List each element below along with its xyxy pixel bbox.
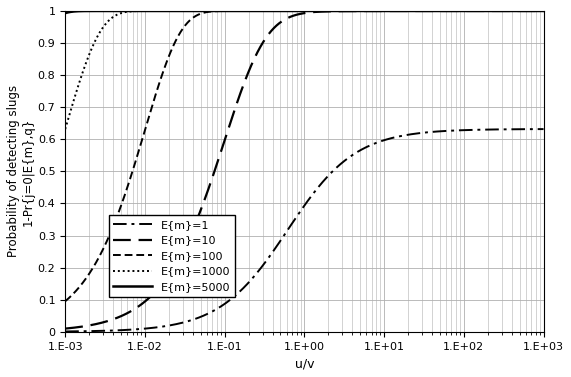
E{m}=5000	[526, 9, 533, 13]
E{m}=1	[295, 213, 301, 217]
E{m}=1000	[295, 9, 301, 13]
E{m}=10	[282, 17, 288, 21]
E{m}=10	[526, 9, 533, 13]
E{m}=5000	[282, 9, 289, 13]
E{m}=1000	[526, 9, 533, 13]
E{m}=5000	[540, 9, 547, 13]
E{m}=5000	[439, 9, 445, 13]
E{m}=10	[86, 323, 93, 328]
E{m}=100	[295, 9, 301, 13]
E{m}=1	[439, 129, 445, 133]
E{m}=100	[439, 9, 445, 13]
E{m}=5000	[295, 9, 301, 13]
E{m}=5000	[62, 11, 69, 15]
E{m}=1	[282, 231, 288, 236]
E{m}=100	[282, 9, 288, 13]
E{m}=5000	[86, 9, 93, 13]
E{m}=100	[526, 9, 533, 13]
E{m}=10	[540, 9, 547, 13]
E{m}=100	[283, 9, 290, 13]
E{m}=1	[86, 329, 93, 333]
E{m}=1000	[282, 9, 289, 13]
X-axis label: u/v: u/v	[295, 357, 314, 370]
E{m}=5000	[132, 9, 139, 13]
E{m}=1000	[62, 127, 69, 131]
E{m}=1	[526, 127, 533, 132]
E{m}=100	[62, 299, 69, 303]
E{m}=10	[62, 326, 69, 331]
E{m}=5000	[526, 9, 533, 13]
E{m}=100	[86, 271, 93, 275]
E{m}=1000	[540, 9, 547, 13]
Line: E{m}=10: E{m}=10	[65, 11, 544, 329]
E{m}=1	[62, 329, 69, 334]
E{m}=1000	[526, 9, 533, 13]
Legend: E{m}=1, E{m}=10, E{m}=100, E{m}=1000, E{m}=5000: E{m}=1, E{m}=10, E{m}=100, E{m}=1000, E{…	[109, 215, 235, 297]
E{m}=1	[526, 127, 533, 132]
E{m}=10	[439, 9, 445, 13]
Line: E{m}=5000: E{m}=5000	[65, 11, 544, 13]
E{m}=10	[526, 9, 533, 13]
Line: E{m}=100: E{m}=100	[65, 11, 544, 301]
E{m}=1000	[188, 9, 195, 13]
Y-axis label: Probability of detecting slugs
1-Pr{j=0|E{m},q}: Probability of detecting slugs 1-Pr{j=0|…	[7, 85, 35, 257]
E{m}=1	[540, 127, 547, 131]
E{m}=100	[526, 9, 533, 13]
Line: E{m}=1: E{m}=1	[65, 129, 544, 331]
E{m}=10	[295, 12, 301, 17]
E{m}=1000	[439, 9, 445, 13]
E{m}=100	[540, 9, 547, 13]
E{m}=1000	[86, 51, 93, 56]
Line: E{m}=1000: E{m}=1000	[65, 11, 544, 129]
